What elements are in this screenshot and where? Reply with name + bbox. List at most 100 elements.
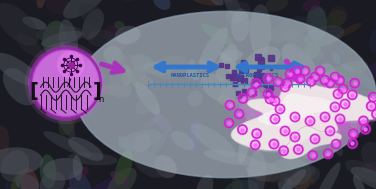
Ellipse shape (193, 0, 220, 6)
Ellipse shape (282, 44, 318, 85)
Ellipse shape (33, 66, 54, 88)
Circle shape (305, 75, 317, 87)
Ellipse shape (0, 147, 43, 175)
Ellipse shape (122, 65, 132, 86)
Ellipse shape (306, 6, 327, 41)
Circle shape (294, 73, 306, 85)
Ellipse shape (95, 70, 103, 77)
Ellipse shape (217, 95, 238, 107)
Ellipse shape (302, 0, 320, 11)
Circle shape (365, 100, 376, 112)
Ellipse shape (361, 142, 376, 170)
Ellipse shape (151, 131, 168, 153)
Ellipse shape (154, 155, 177, 178)
Circle shape (329, 101, 341, 113)
Ellipse shape (68, 137, 103, 161)
Ellipse shape (271, 159, 316, 178)
Ellipse shape (92, 179, 121, 189)
Ellipse shape (17, 34, 43, 58)
Ellipse shape (232, 177, 243, 189)
Ellipse shape (248, 150, 266, 189)
Circle shape (33, 51, 98, 115)
Ellipse shape (202, 24, 233, 45)
Ellipse shape (103, 46, 123, 64)
Circle shape (324, 77, 336, 89)
Circle shape (264, 93, 276, 105)
Ellipse shape (280, 155, 290, 164)
Ellipse shape (5, 182, 12, 189)
Circle shape (269, 113, 281, 125)
Ellipse shape (250, 4, 271, 57)
Ellipse shape (345, 160, 376, 183)
Circle shape (367, 91, 376, 103)
Ellipse shape (231, 8, 250, 42)
Ellipse shape (353, 175, 365, 189)
Ellipse shape (237, 98, 249, 114)
Ellipse shape (20, 168, 39, 189)
Ellipse shape (0, 150, 29, 182)
Ellipse shape (280, 169, 306, 189)
Ellipse shape (115, 150, 133, 185)
Ellipse shape (63, 0, 109, 19)
Ellipse shape (221, 75, 255, 98)
Ellipse shape (244, 129, 267, 147)
Circle shape (299, 65, 311, 77)
Ellipse shape (67, 187, 83, 189)
Ellipse shape (280, 159, 311, 185)
Ellipse shape (270, 145, 311, 184)
Circle shape (237, 124, 249, 136)
Ellipse shape (15, 174, 39, 189)
Ellipse shape (186, 59, 195, 79)
Circle shape (249, 139, 261, 151)
Circle shape (28, 45, 104, 121)
Ellipse shape (152, 56, 188, 79)
Ellipse shape (59, 19, 78, 60)
Circle shape (269, 95, 281, 107)
Ellipse shape (292, 179, 309, 189)
Ellipse shape (133, 150, 166, 178)
Circle shape (334, 74, 346, 86)
Circle shape (272, 76, 284, 88)
Circle shape (246, 87, 258, 98)
Circle shape (262, 88, 274, 100)
Circle shape (337, 83, 349, 95)
Ellipse shape (114, 84, 132, 99)
Text: [: [ (30, 82, 39, 101)
Ellipse shape (118, 56, 144, 67)
Circle shape (339, 98, 351, 110)
Ellipse shape (256, 89, 355, 139)
Ellipse shape (67, 61, 73, 72)
Ellipse shape (284, 30, 324, 60)
Ellipse shape (42, 75, 65, 114)
Circle shape (289, 131, 301, 143)
Ellipse shape (280, 168, 315, 185)
Ellipse shape (115, 26, 141, 44)
Ellipse shape (341, 91, 365, 109)
Ellipse shape (267, 95, 344, 133)
Text: n: n (98, 95, 103, 104)
Ellipse shape (59, 113, 76, 135)
Ellipse shape (105, 25, 126, 52)
Circle shape (324, 125, 336, 137)
Circle shape (346, 137, 358, 149)
Circle shape (349, 77, 361, 89)
Ellipse shape (284, 110, 303, 136)
Ellipse shape (196, 174, 213, 189)
Circle shape (304, 115, 316, 127)
Polygon shape (258, 94, 345, 126)
Circle shape (237, 93, 249, 105)
Circle shape (291, 65, 303, 77)
Polygon shape (231, 82, 376, 150)
Circle shape (250, 78, 262, 90)
Ellipse shape (293, 71, 314, 91)
Circle shape (332, 88, 344, 100)
Ellipse shape (99, 84, 130, 96)
Ellipse shape (280, 60, 308, 74)
Ellipse shape (188, 91, 203, 106)
Ellipse shape (22, 16, 47, 30)
Ellipse shape (204, 149, 258, 165)
Circle shape (370, 108, 376, 120)
Ellipse shape (79, 4, 104, 24)
Ellipse shape (265, 0, 288, 12)
Ellipse shape (362, 162, 376, 173)
